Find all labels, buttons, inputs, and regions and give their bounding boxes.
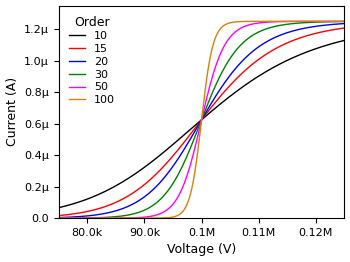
30 bbox=[292, 22, 296, 25]
10 bbox=[292, 56, 296, 59]
50 bbox=[57, 217, 61, 220]
50 bbox=[166, 208, 170, 211]
10 bbox=[57, 206, 61, 209]
30 bbox=[166, 189, 170, 192]
10 bbox=[342, 39, 346, 42]
10 bbox=[228, 95, 232, 98]
100 bbox=[228, 21, 232, 24]
30 bbox=[57, 217, 61, 220]
50 bbox=[108, 217, 113, 220]
15 bbox=[57, 214, 61, 217]
Y-axis label: Current (A): Current (A) bbox=[6, 77, 19, 146]
50 bbox=[270, 20, 274, 24]
15 bbox=[108, 203, 113, 206]
100 bbox=[342, 20, 346, 23]
Line: 50: 50 bbox=[59, 21, 344, 218]
15 bbox=[166, 160, 170, 163]
Line: 10: 10 bbox=[59, 40, 344, 208]
20 bbox=[57, 216, 61, 219]
30 bbox=[228, 57, 232, 60]
50 bbox=[243, 25, 247, 28]
20 bbox=[108, 211, 113, 214]
10 bbox=[108, 187, 113, 190]
Line: 100: 100 bbox=[59, 21, 344, 218]
100 bbox=[243, 20, 247, 23]
100 bbox=[292, 20, 296, 23]
20 bbox=[292, 29, 296, 32]
100 bbox=[166, 216, 170, 219]
50 bbox=[228, 36, 232, 39]
10 bbox=[243, 84, 247, 87]
30 bbox=[108, 216, 113, 219]
15 bbox=[292, 39, 296, 42]
30 bbox=[243, 40, 247, 43]
X-axis label: Voltage (V): Voltage (V) bbox=[167, 243, 236, 256]
Line: 20: 20 bbox=[59, 24, 344, 217]
20 bbox=[228, 74, 232, 77]
Legend: 10, 15, 20, 30, 50, 100: 10, 15, 20, 30, 50, 100 bbox=[64, 11, 120, 110]
50 bbox=[342, 20, 346, 23]
20 bbox=[166, 172, 170, 175]
20 bbox=[342, 22, 346, 25]
20 bbox=[270, 37, 274, 40]
20 bbox=[243, 57, 247, 60]
10 bbox=[270, 67, 274, 70]
50 bbox=[292, 20, 296, 23]
Line: 30: 30 bbox=[59, 21, 344, 218]
100 bbox=[108, 217, 113, 220]
100 bbox=[270, 20, 274, 23]
15 bbox=[228, 84, 232, 87]
15 bbox=[270, 49, 274, 52]
10 bbox=[166, 147, 170, 150]
15 bbox=[342, 26, 346, 30]
30 bbox=[270, 26, 274, 29]
15 bbox=[243, 69, 247, 73]
30 bbox=[342, 20, 346, 23]
Line: 15: 15 bbox=[59, 28, 344, 216]
100 bbox=[57, 217, 61, 220]
